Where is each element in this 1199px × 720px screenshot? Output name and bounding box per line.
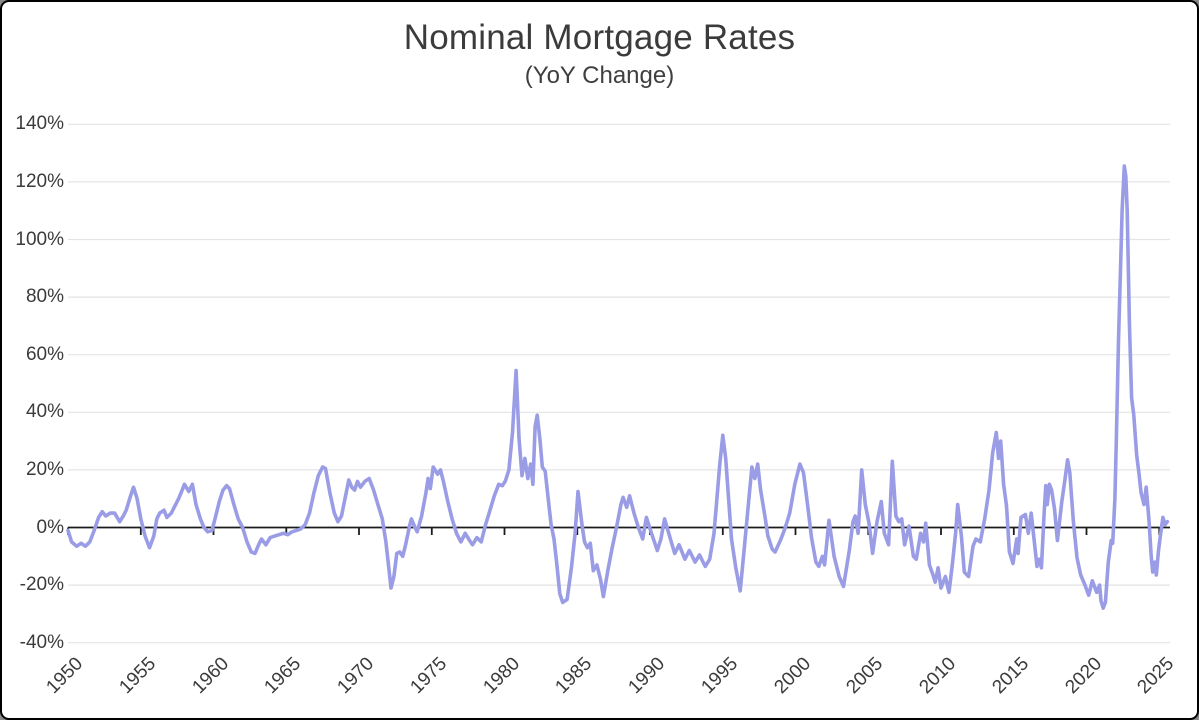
y-axis-tick-label: 0%	[36, 517, 64, 538]
y-axis-tick-label: 120%	[15, 171, 64, 192]
chart-title: Nominal Mortgage Rates	[403, 18, 796, 57]
y-axis-tick-label: 40%	[25, 401, 64, 422]
y-axis-tick-label: 60%	[25, 344, 64, 365]
y-axis-tick-label: 140%	[15, 113, 64, 134]
y-axis-tick-label: 20%	[25, 459, 64, 480]
chart-subtitle: (YoY Change)	[524, 62, 675, 89]
y-axis-tick-label: 100%	[15, 229, 64, 250]
y-axis-tick-label: 80%	[25, 286, 64, 307]
y-axis-tick-label: -20%	[19, 574, 64, 595]
y-axis-tick-label: -40%	[19, 632, 64, 653]
data-line-series	[66, 164, 1170, 610]
